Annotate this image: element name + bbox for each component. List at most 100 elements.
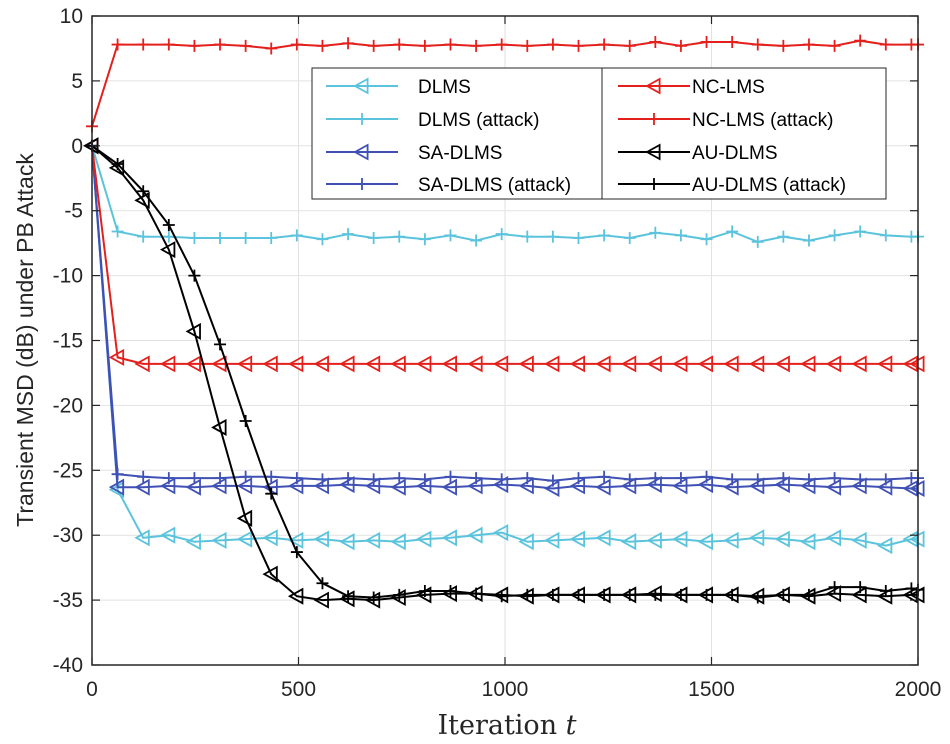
y-tick-label: 10 [60, 5, 83, 28]
plus-marker [828, 472, 841, 485]
plus-marker [598, 588, 611, 601]
legend-label: DLMS (attack) [418, 110, 539, 131]
triangle-marker [569, 355, 586, 373]
triangle-marker [518, 533, 534, 551]
plus-marker [470, 472, 483, 485]
plus-marker [214, 472, 227, 485]
plus-marker [572, 39, 585, 52]
triangle-marker [390, 355, 406, 373]
plus-marker [444, 229, 457, 242]
triangle-marker [646, 531, 662, 549]
triangle-marker [134, 355, 150, 373]
plus-marker [521, 472, 534, 485]
triangle-marker [108, 348, 125, 366]
triangle-marker [159, 241, 176, 259]
plus-marker [111, 468, 124, 481]
plus-marker [572, 231, 585, 244]
plus-marker [239, 39, 252, 52]
triangle-marker [416, 530, 432, 548]
y-tick-label: -40 [53, 654, 83, 677]
triangle-marker [441, 529, 457, 547]
plus-marker [111, 38, 124, 51]
plus-marker [598, 38, 611, 51]
triangle-marker [774, 530, 790, 548]
triangle-marker [672, 355, 688, 373]
triangle-marker [518, 355, 534, 373]
plus-marker [495, 473, 508, 486]
triangle-marker [902, 479, 918, 498]
plus-marker [546, 38, 559, 51]
plus-marker [623, 231, 636, 244]
triangle-marker [620, 355, 637, 373]
triangle-marker [595, 529, 611, 547]
plus-marker [239, 231, 252, 244]
plus-marker [290, 472, 303, 485]
plus-marker [342, 228, 355, 241]
triangle-marker [697, 355, 714, 373]
plus-marker [802, 588, 815, 601]
plus-marker [777, 39, 790, 52]
y-tick-label: -25 [53, 459, 83, 482]
plus-marker [546, 230, 559, 243]
plus-marker [802, 38, 815, 51]
plus-marker [188, 39, 201, 52]
plus-marker [726, 588, 739, 601]
plus-marker [418, 585, 431, 598]
plus-marker [674, 39, 687, 52]
plus-marker [674, 472, 687, 485]
triangle-marker [441, 355, 457, 373]
triangle-marker [467, 355, 483, 373]
triangle-marker [645, 77, 661, 95]
triangle-marker [339, 355, 355, 373]
plus-marker [444, 38, 457, 51]
plus-marker [649, 226, 662, 239]
plus-marker [521, 588, 534, 601]
plus-marker [674, 588, 687, 601]
plus-marker [239, 414, 252, 427]
plus-marker [111, 225, 124, 238]
y-axis-label: Transient MSD (dB) under PB Attack [12, 153, 38, 527]
plus-marker [342, 37, 355, 50]
plus-marker [111, 157, 124, 170]
plus-marker [905, 582, 918, 595]
plus-marker [751, 591, 764, 604]
plus-marker [470, 39, 483, 52]
plus-marker [879, 38, 892, 51]
plus-marker [546, 474, 559, 487]
legend-item: DLMS [326, 77, 471, 98]
y-tick-label: -5 [64, 200, 83, 223]
triangle-marker [672, 530, 688, 548]
triangle-marker [134, 529, 150, 547]
triangle-marker [313, 591, 329, 609]
triangle-marker [544, 355, 560, 373]
x-tick-label: 1000 [482, 678, 529, 701]
plus-marker [265, 487, 278, 500]
plus-marker [188, 472, 201, 485]
series-line [91, 39, 918, 127]
triangle-marker [313, 355, 329, 373]
plus-marker [700, 470, 713, 483]
plus-marker [239, 470, 252, 483]
plus-marker [777, 588, 790, 601]
plus-marker [162, 230, 175, 243]
plus-marker [726, 225, 739, 238]
plus-marker [316, 473, 329, 486]
triangle-marker [262, 565, 278, 583]
triangle-marker [492, 355, 509, 373]
legend-label: NC-LMS (attack) [692, 110, 833, 131]
plus-marker [726, 473, 739, 486]
series-line [91, 144, 919, 599]
plus-marker [367, 39, 380, 52]
plus-marker [162, 218, 175, 231]
triangle-marker [185, 355, 201, 373]
plus-marker [598, 470, 611, 483]
y-tick-label: -10 [53, 265, 83, 288]
plus-marker [854, 581, 867, 594]
triangle-marker [416, 355, 432, 373]
plus-marker [495, 38, 508, 51]
triangle-marker [723, 531, 739, 549]
x-tick-label: 0 [86, 678, 98, 701]
plus-marker [649, 588, 662, 601]
legend-item: AU-DLMS (attack) [618, 175, 846, 196]
plus-marker [879, 585, 892, 598]
